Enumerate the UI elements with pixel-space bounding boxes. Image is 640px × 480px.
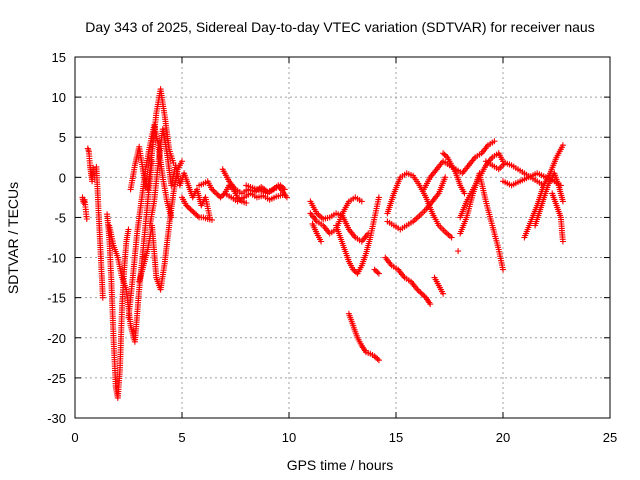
grid bbox=[75, 57, 610, 418]
series-satellite-track-2 bbox=[84, 145, 97, 185]
plus-markers bbox=[384, 170, 455, 241]
series-satellite-track-23 bbox=[384, 170, 455, 241]
plus-markers bbox=[221, 190, 286, 205]
series-satellite-track-9 bbox=[146, 126, 213, 229]
series-satellite-track-34 bbox=[549, 190, 566, 245]
series-satellite-track-27 bbox=[455, 248, 462, 255]
y-tick-label: -5 bbox=[54, 210, 66, 225]
plus-markers bbox=[382, 254, 434, 308]
plus-markers bbox=[79, 194, 90, 222]
series-satellite-track-13 bbox=[221, 190, 286, 205]
plus-markers bbox=[146, 126, 213, 229]
x-tick-label: 25 bbox=[603, 430, 617, 445]
plus-markers bbox=[440, 150, 468, 197]
plus-markers bbox=[136, 158, 185, 293]
plus-markers bbox=[84, 145, 97, 185]
y-tick-label: -15 bbox=[47, 291, 66, 306]
series-satellite-track-14 bbox=[243, 182, 290, 201]
series-satellite-track-26 bbox=[431, 274, 447, 297]
series-satellite-track-32 bbox=[521, 142, 566, 241]
y-tick-label: -10 bbox=[47, 251, 66, 266]
plus-markers bbox=[431, 274, 447, 297]
series-satellite-track-8 bbox=[136, 158, 185, 293]
plus-markers bbox=[104, 211, 132, 401]
x-tick-label: 0 bbox=[71, 430, 78, 445]
plus-markers bbox=[532, 170, 566, 229]
series-satellite-track-20 bbox=[371, 266, 382, 277]
series-satellite-track-6 bbox=[127, 86, 177, 193]
y-tick-label: 5 bbox=[59, 130, 66, 145]
series-satellite-track-5 bbox=[106, 158, 155, 345]
series-satellite-track-29 bbox=[457, 150, 506, 221]
plot-frame bbox=[74, 56, 611, 419]
y-tick-label: 10 bbox=[52, 90, 66, 105]
plus-markers bbox=[333, 194, 382, 277]
plus-markers bbox=[549, 190, 566, 245]
plus-markers bbox=[125, 122, 175, 321]
plus-markers bbox=[521, 142, 566, 241]
series-satellite-track-3 bbox=[93, 163, 106, 301]
series-satellite-track-7 bbox=[125, 122, 175, 321]
plus-markers bbox=[457, 150, 506, 221]
series-satellite-track-25 bbox=[440, 150, 468, 197]
x-tick-label: 5 bbox=[178, 430, 185, 445]
series-satellite-track-33 bbox=[532, 170, 566, 229]
x-axis-label: GPS time / hours bbox=[287, 457, 394, 473]
y-tick-label: 15 bbox=[52, 50, 66, 65]
series-satellite-track-18 bbox=[333, 194, 382, 277]
y-axis-label: SDTVAR / TECUs bbox=[5, 182, 21, 294]
series-satellite-track-1 bbox=[79, 194, 90, 222]
y-tick-label: -30 bbox=[47, 411, 66, 426]
plus-markers bbox=[309, 220, 325, 245]
series-satellite-track-4 bbox=[104, 211, 132, 401]
x-tick-label: 20 bbox=[496, 430, 510, 445]
plus-markers bbox=[93, 163, 106, 301]
plus-markers bbox=[455, 248, 462, 255]
series-satellite-track-12 bbox=[219, 166, 288, 197]
x-tick-label: 10 bbox=[282, 430, 296, 445]
plus-markers bbox=[219, 166, 288, 197]
plus-markers bbox=[243, 182, 290, 201]
series-satellite-track-15 bbox=[307, 198, 372, 245]
plus-markers bbox=[106, 158, 155, 345]
series-satellite-track-21 bbox=[382, 254, 434, 308]
data-series bbox=[79, 86, 566, 401]
series-satellite-track-17 bbox=[309, 220, 325, 245]
plus-markers bbox=[371, 266, 382, 277]
plus-markers bbox=[307, 198, 372, 245]
plus-markers bbox=[345, 310, 382, 364]
plus-markers bbox=[127, 86, 177, 193]
axes-ticks: 0 5 10 15 20 25 -30 -25 -20 -15 -10 -5 0 5 10 15 bbox=[47, 50, 617, 445]
y-tick-label: -25 bbox=[47, 371, 66, 386]
chart-title: Day 343 of 2025, Sidereal Day-to-day VTE… bbox=[85, 19, 594, 35]
series-satellite-track-19 bbox=[345, 310, 382, 364]
plus-markers bbox=[179, 194, 215, 223]
series-satellite-track-10 bbox=[179, 194, 215, 223]
x-tick-label: 15 bbox=[389, 430, 403, 445]
y-tick-label: 0 bbox=[59, 170, 66, 185]
y-tick-label: -20 bbox=[47, 331, 66, 346]
